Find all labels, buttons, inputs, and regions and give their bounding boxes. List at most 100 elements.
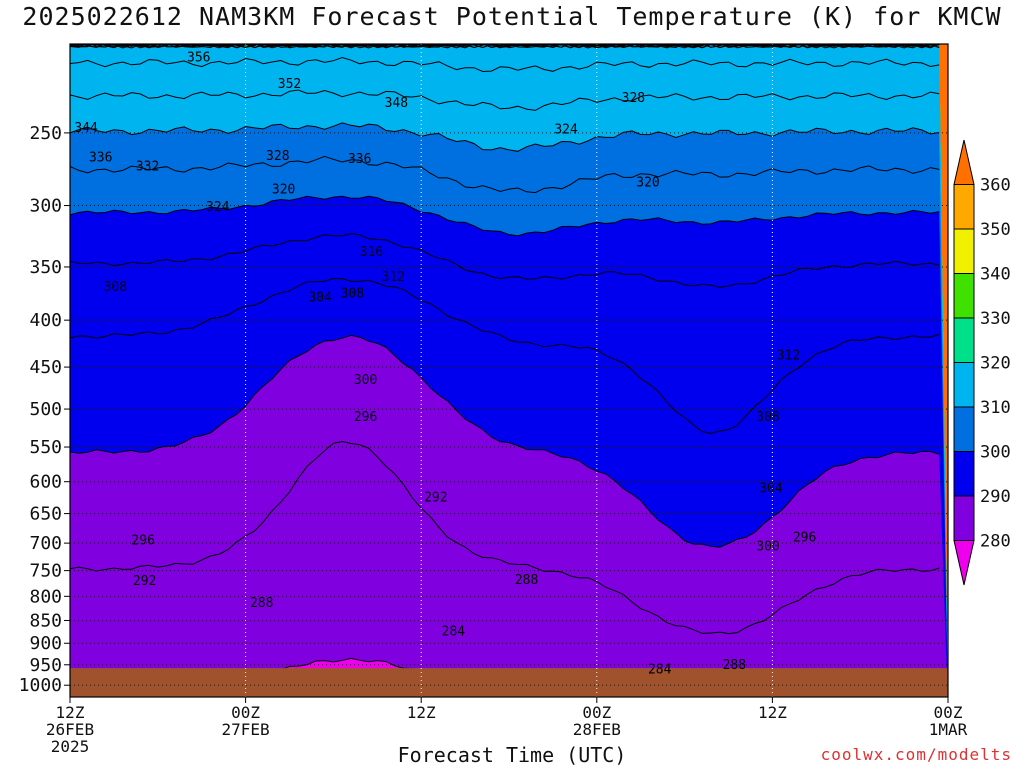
band-fill [70, 707, 948, 715]
contour-label: 332 [136, 160, 159, 175]
credit-link[interactable]: coolwx.com/modelts [820, 745, 1012, 764]
band-fill [70, 441, 948, 697]
contour-label: 316 [360, 245, 383, 260]
contour-label: 292 [424, 490, 447, 505]
x-tick-label: 2025 [51, 737, 90, 756]
contour-label: 284 [648, 662, 672, 677]
x-tick-label: 12Z [56, 703, 85, 722]
chart-title: 2025022612 NAM3KM Forecast Potential Tem… [22, 2, 1002, 31]
contour-line [70, 195, 940, 237]
x-axis-label: Forecast Time (UTC) [397, 743, 627, 767]
contour-label: 296 [793, 530, 816, 545]
contour-label: 308 [341, 286, 364, 301]
x-tick-label: 12Z [758, 703, 787, 722]
contour-line [70, 334, 940, 548]
contour-label: 336 [348, 152, 371, 167]
legend-swatch [953, 228, 975, 274]
y-tick-label: 400 [29, 310, 62, 331]
legend-label: 290 [980, 487, 1011, 507]
contour-label: 312 [382, 270, 405, 285]
contour-label: 288 [515, 573, 538, 588]
legend: 280 290 300 310 320 330 340 350 360 [953, 139, 1011, 586]
legend-label: 320 [980, 354, 1011, 374]
x-tick-label: 00Z [934, 703, 963, 722]
contour-label: 336 [89, 151, 112, 166]
contour-label: 320 [636, 175, 659, 190]
legend-label: 330 [980, 309, 1011, 329]
contour-label: 296 [131, 533, 154, 548]
contour-label: 300 [756, 540, 779, 555]
legend-swatch [953, 495, 975, 541]
y-tick-label: 550 [29, 437, 62, 458]
y-tick-label: 750 [29, 561, 62, 582]
legend-swatch [953, 540, 975, 586]
x-tick-label: 28FEB [573, 720, 621, 739]
legend-swatch [953, 451, 975, 497]
contour-line [70, 122, 940, 152]
contour-label: 328 [266, 149, 289, 164]
contour-label: 296 [354, 410, 377, 425]
y-tick-label: 700 [29, 533, 62, 554]
contour-label: 324 [554, 123, 578, 138]
legend-swatch [953, 273, 975, 319]
contour-label: 288 [723, 658, 746, 673]
legend-swatch [953, 406, 975, 452]
y-tick-label: 850 [29, 610, 62, 631]
filled-bands [70, 44, 948, 715]
y-tick-label: 950 [29, 655, 62, 676]
legend-swatch [953, 139, 975, 185]
contour-line [70, 89, 940, 111]
contour-label: 324 [206, 200, 230, 215]
legend-label: 300 [980, 443, 1011, 463]
contour-label: 300 [354, 373, 377, 388]
contour-line [75, 44, 940, 49]
contour-label: 308 [104, 280, 127, 295]
x-tick-label: 00Z [582, 703, 611, 722]
x-tick-label: 26FEB [46, 720, 94, 739]
legend-label: 310 [980, 398, 1011, 418]
legend-swatch [953, 184, 975, 230]
legend-label: 350 [980, 220, 1011, 240]
contour-label: 288 [250, 596, 273, 611]
legend-label: 360 [980, 176, 1011, 196]
legend-label: 280 [980, 532, 1011, 552]
y-tick-label: 350 [29, 257, 62, 278]
contour-label: 348 [385, 96, 408, 111]
contour-line [70, 233, 940, 288]
y-tick-label: 650 [29, 504, 62, 525]
contour-label: 320 [272, 182, 295, 197]
contour-label: 352 [278, 77, 301, 92]
y-tick-label: 500 [29, 399, 62, 420]
contour-label: 344 [74, 121, 98, 136]
y-tick-label: 600 [29, 472, 62, 493]
contour-labels: 356 352 348 344 336 332 328 336 328 324 320 324 320 3… [74, 51, 816, 678]
y-axis: 2503003504004505005506006507007508008509… [19, 123, 70, 696]
y-tick-label: 300 [29, 196, 62, 217]
x-tick-label: 1MAR [929, 720, 968, 739]
legend-label: 340 [980, 265, 1011, 285]
y-tick-label: 900 [29, 633, 62, 654]
y-tick-label: 250 [29, 123, 62, 144]
contour-label: 304 [308, 291, 332, 306]
y-tick-label: 800 [29, 586, 62, 607]
contour-label: 312 [777, 348, 800, 363]
plot-frame [69, 43, 949, 698]
contour-label: 304 [759, 481, 783, 496]
y-tick-label: 1000 [19, 675, 62, 696]
x-tick-label: 00Z [231, 703, 260, 722]
x-tick-label: 27FEB [222, 720, 270, 739]
contour-line [70, 44, 933, 49]
contour-line [70, 277, 940, 434]
contour-label: 356 [187, 51, 210, 66]
legend-swatch [953, 317, 975, 363]
y-tick-label: 450 [29, 357, 62, 378]
contour-line [70, 155, 940, 194]
contour-label: 292 [133, 574, 156, 589]
legend-swatch [953, 362, 975, 408]
contour-line [70, 440, 940, 635]
contour-line [70, 56, 940, 73]
contour-label: 284 [442, 625, 466, 640]
x-tick-label: 12Z [407, 703, 436, 722]
